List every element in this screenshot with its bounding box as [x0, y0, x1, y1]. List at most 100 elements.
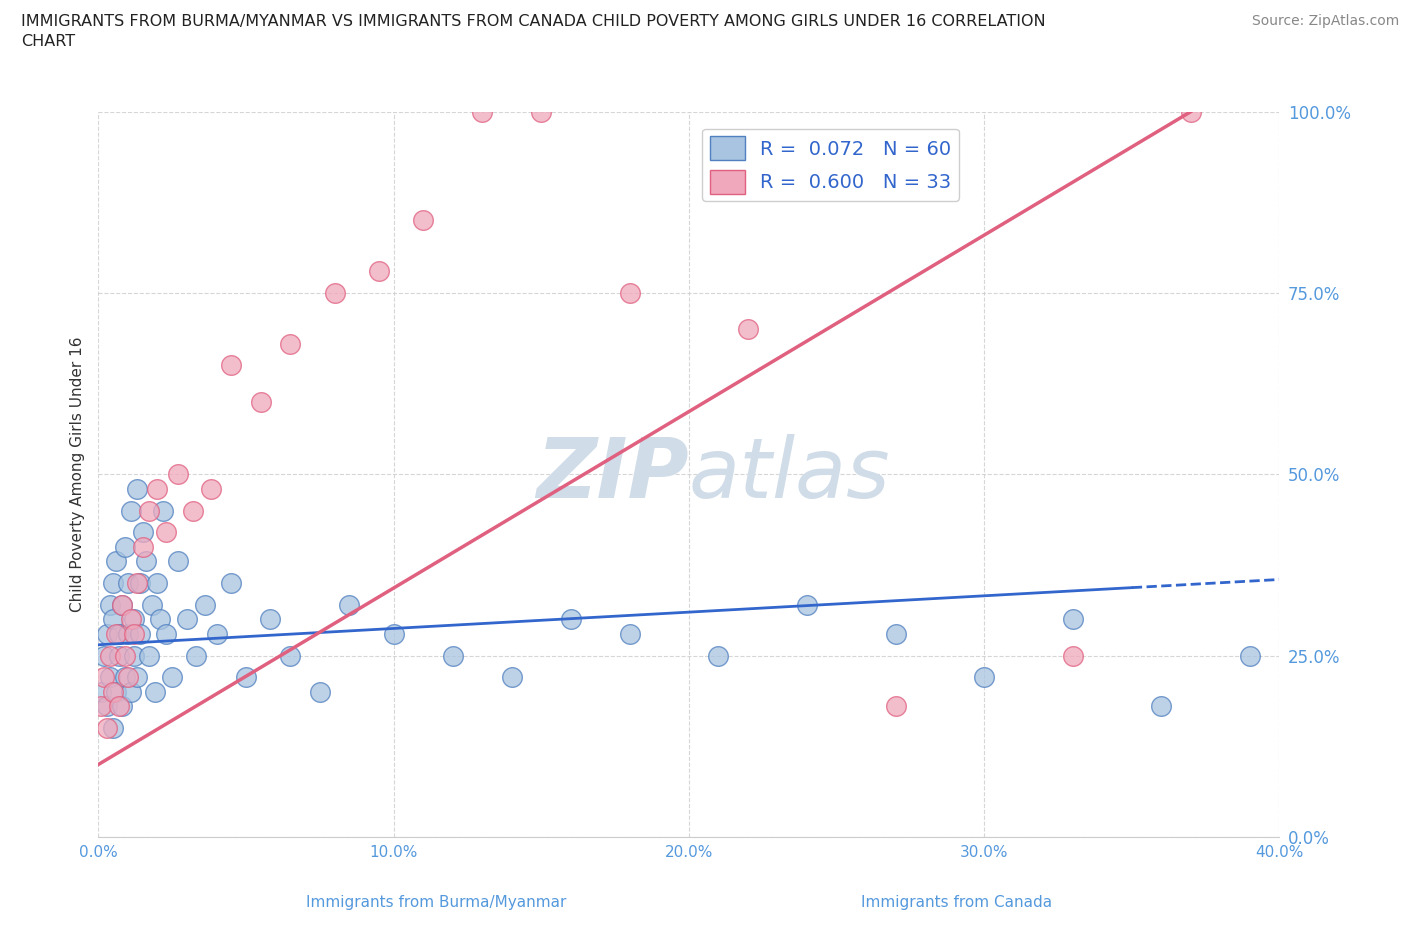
Point [1150, 699, 1173, 714]
Point [219, 576, 242, 591]
Point [120, 612, 142, 627]
Point [105, 627, 128, 642]
Point [368, 264, 391, 279]
Point [146, 576, 169, 591]
Point [149, 612, 172, 627]
Point [167, 467, 190, 482]
Point [120, 684, 142, 699]
Point [1239, 648, 1261, 663]
Point [103, 721, 125, 736]
Point [309, 684, 332, 699]
Point [114, 648, 136, 663]
Point [120, 503, 142, 518]
Point [278, 337, 302, 352]
Point [108, 627, 131, 642]
Point [560, 612, 582, 627]
Point [117, 576, 139, 591]
Point [501, 670, 523, 684]
Point [93, 648, 115, 663]
Point [162, 670, 183, 684]
Point [146, 482, 169, 497]
Text: Immigrants from Burma/Myanmar: Immigrants from Burma/Myanmar [305, 895, 567, 910]
Point [117, 627, 139, 642]
Point [176, 612, 198, 627]
Point [323, 286, 346, 300]
Point [93, 670, 115, 684]
Text: Immigrants from Canada: Immigrants from Canada [860, 895, 1052, 910]
Text: ZIP: ZIP [536, 433, 689, 515]
Point [135, 554, 157, 569]
Point [973, 670, 995, 684]
Point [128, 576, 150, 591]
Point [138, 503, 160, 518]
Point [235, 670, 257, 684]
Point [796, 597, 818, 612]
Point [1180, 104, 1202, 119]
Point [108, 699, 131, 714]
Point [737, 322, 759, 337]
Point [200, 482, 222, 497]
Point [1062, 648, 1084, 663]
Point [98, 648, 121, 663]
Point [155, 525, 177, 539]
Point [382, 627, 405, 642]
Point [412, 213, 434, 228]
Point [155, 627, 177, 642]
Point [619, 286, 641, 300]
Point [184, 648, 207, 663]
Point [181, 503, 204, 518]
Point [122, 627, 145, 642]
Point [128, 627, 150, 642]
Point [98, 670, 121, 684]
Point [152, 503, 174, 518]
Point [132, 525, 155, 539]
Point [250, 394, 273, 409]
Point [111, 597, 134, 612]
Point [141, 597, 163, 612]
Point [530, 104, 553, 119]
Point [108, 648, 131, 663]
Point [117, 670, 139, 684]
Point [143, 684, 166, 699]
Legend: R =  0.072   N = 60, R =  0.600   N = 33: R = 0.072 N = 60, R = 0.600 N = 33 [702, 128, 959, 201]
Point [125, 670, 148, 684]
Point [259, 612, 281, 627]
Point [103, 612, 125, 627]
Point [205, 627, 228, 642]
Y-axis label: Child Poverty Among Girls Under 16: Child Poverty Among Girls Under 16 [69, 337, 84, 612]
Text: Source: ZipAtlas.com: Source: ZipAtlas.com [1251, 14, 1399, 28]
Point [96, 721, 118, 736]
Point [194, 597, 217, 612]
Point [98, 597, 121, 612]
Point [132, 539, 155, 554]
Point [90, 684, 112, 699]
Point [111, 699, 134, 714]
Point [125, 576, 148, 591]
Point [90, 699, 112, 714]
Point [167, 554, 190, 569]
Point [884, 699, 907, 714]
Point [103, 684, 125, 699]
Point [441, 648, 464, 663]
Point [1062, 612, 1084, 627]
Point [114, 539, 136, 554]
Point [219, 358, 242, 373]
Point [138, 648, 160, 663]
Point [111, 597, 134, 612]
Text: CHART: CHART [21, 34, 75, 49]
Point [471, 104, 494, 119]
Point [103, 576, 125, 591]
Point [122, 648, 145, 663]
Point [337, 597, 360, 612]
Text: atlas: atlas [689, 433, 890, 515]
Point [96, 627, 118, 642]
Point [122, 612, 145, 627]
Point [105, 554, 128, 569]
Point [707, 648, 730, 663]
Text: IMMIGRANTS FROM BURMA/MYANMAR VS IMMIGRANTS FROM CANADA CHILD POVERTY AMONG GIRL: IMMIGRANTS FROM BURMA/MYANMAR VS IMMIGRA… [21, 14, 1046, 29]
Point [884, 627, 907, 642]
Point [619, 627, 641, 642]
Point [96, 699, 118, 714]
Point [105, 684, 128, 699]
Point [114, 670, 136, 684]
